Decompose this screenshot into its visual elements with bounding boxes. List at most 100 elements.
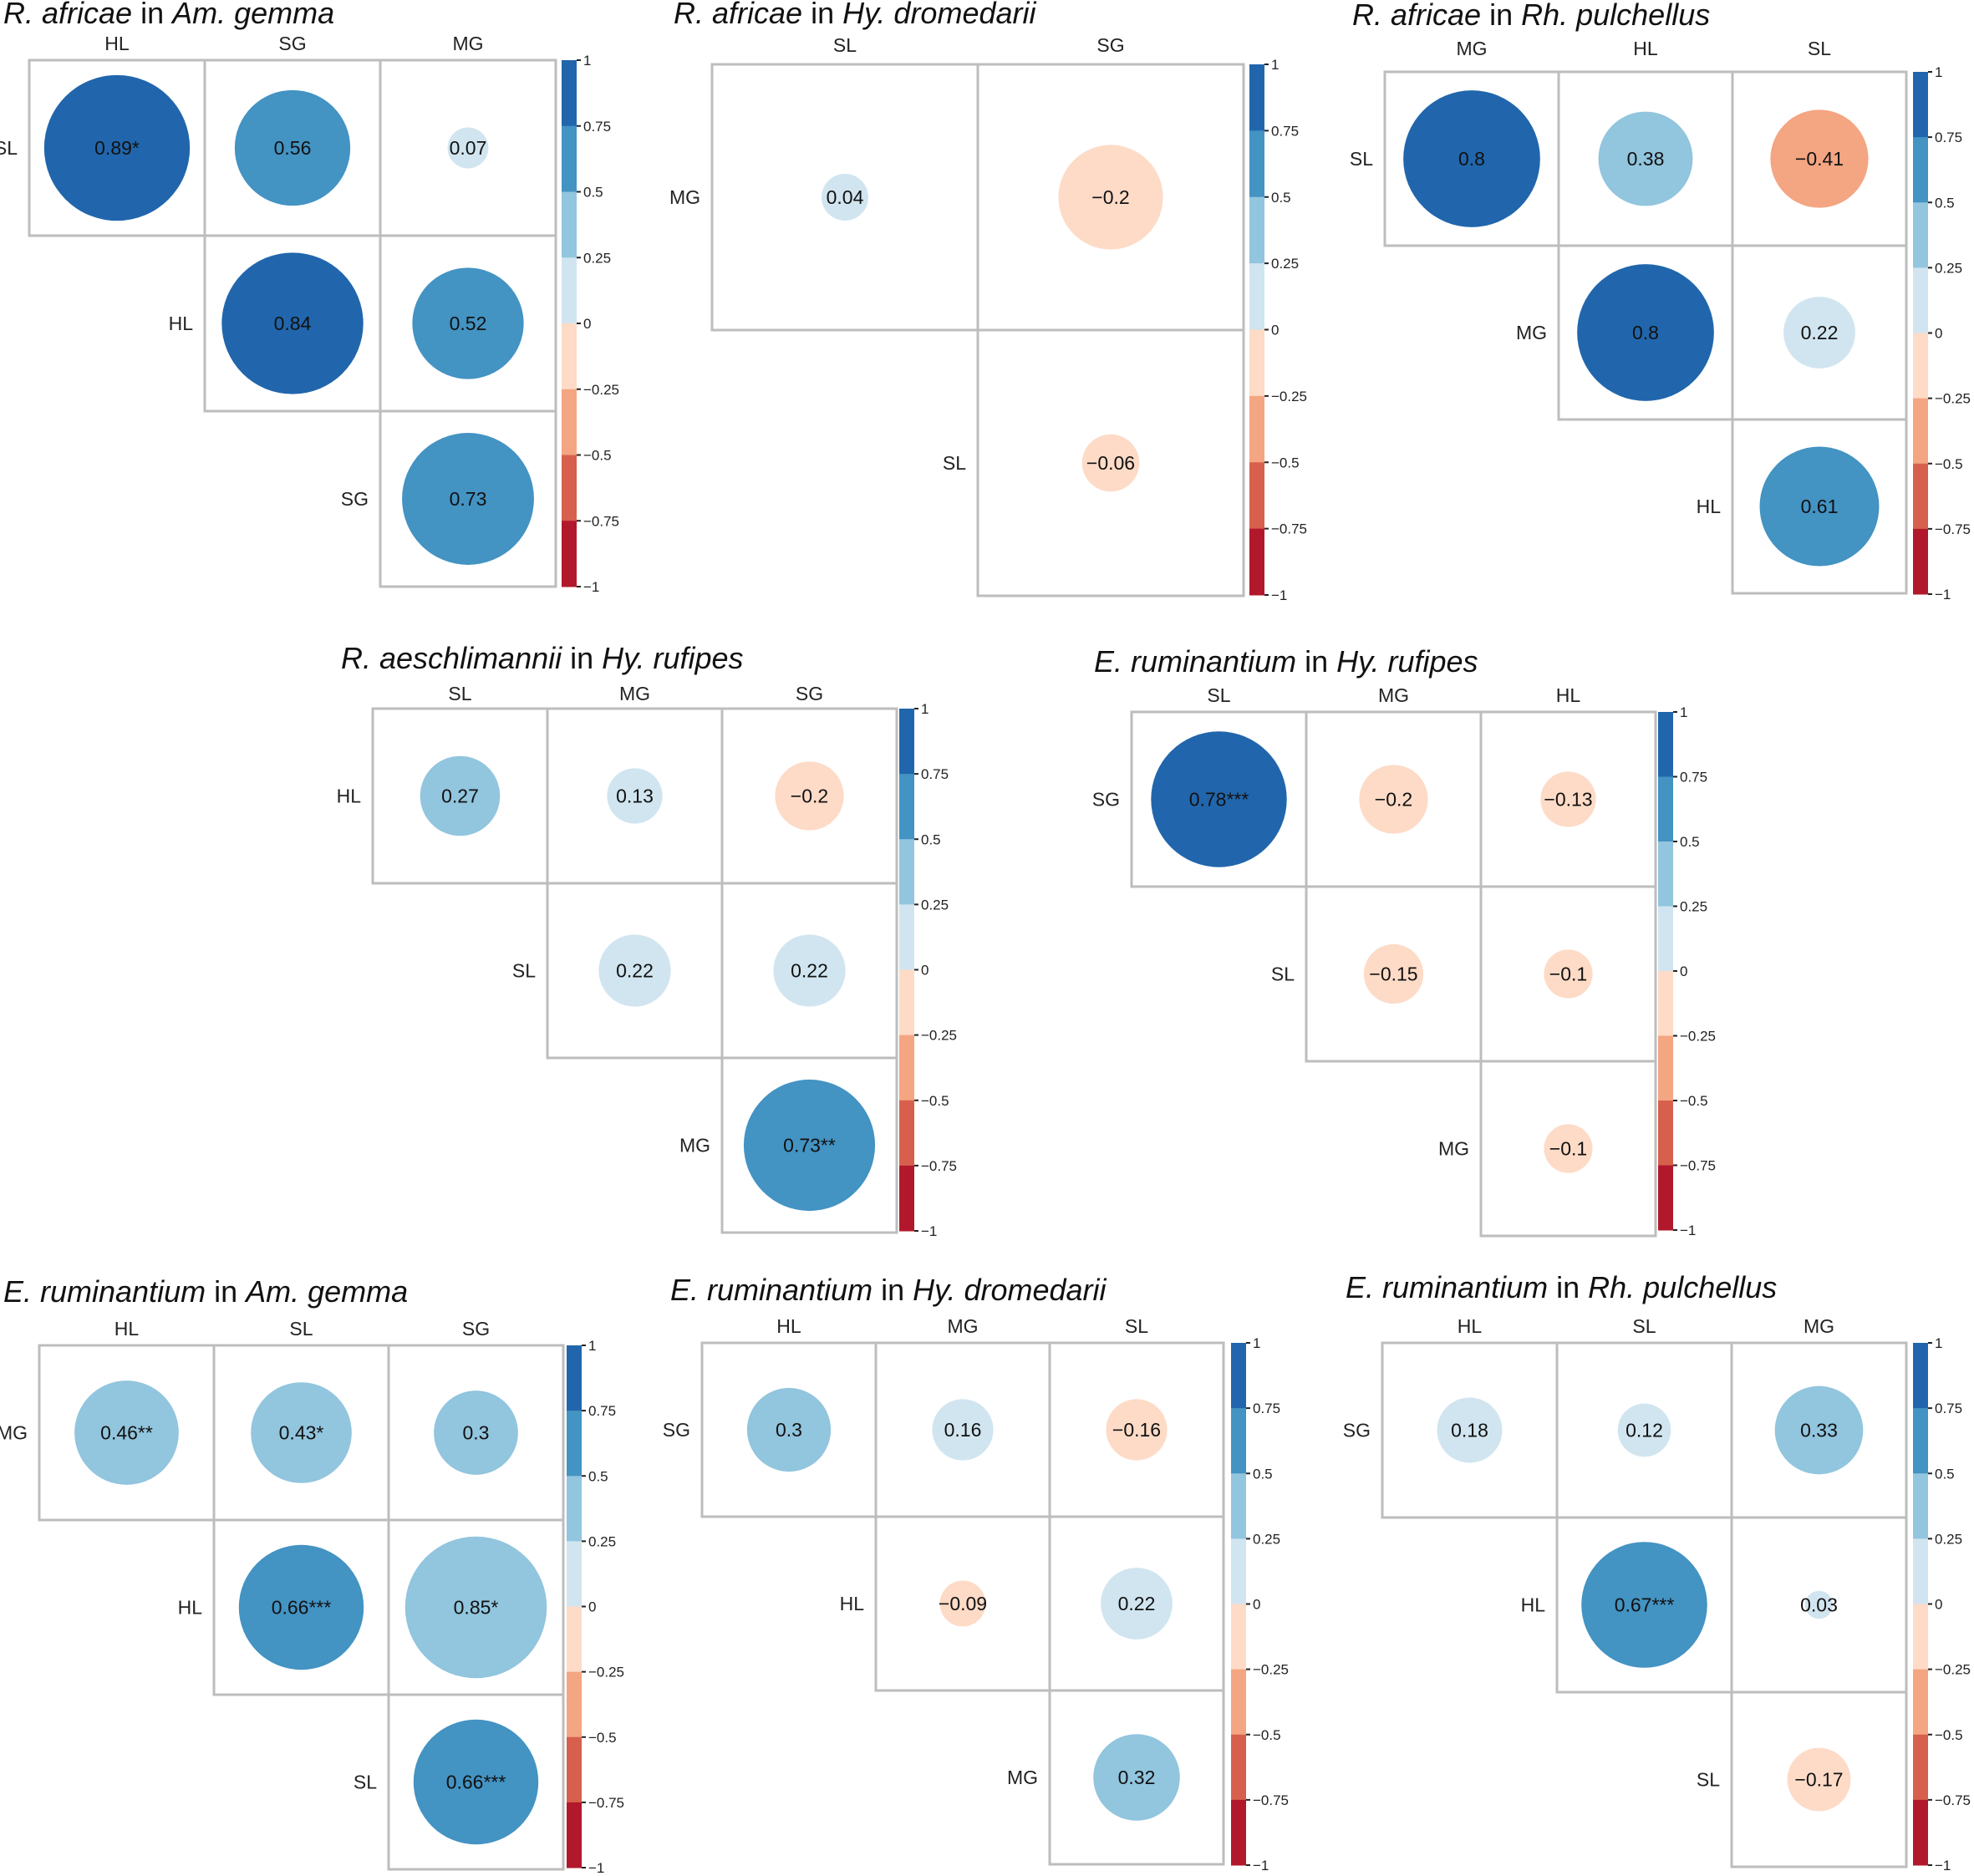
row-label: MG — [1516, 322, 1547, 343]
correlation-circle — [1081, 434, 1140, 492]
correlation-circle — [598, 934, 671, 1007]
correlation-value-label: −0.1 — [1549, 963, 1587, 985]
correlation-circle — [1577, 264, 1714, 401]
colorbar-tick-label: −0.25 — [1680, 1029, 1716, 1045]
panel-title: E. ruminantium in Am. gemma — [3, 1274, 408, 1309]
row-label: SL — [354, 1772, 377, 1793]
title-host: Rh. pulchellus — [1588, 1270, 1777, 1304]
colorbar-tick-label: −1 — [588, 1860, 604, 1876]
title-host: Hy. rufipes — [1336, 644, 1478, 679]
column-label: MG — [619, 683, 650, 704]
title-host: Am. gemma — [244, 1274, 408, 1309]
title-connector: in — [1481, 0, 1521, 32]
colorbar-segment — [1913, 72, 1928, 138]
correlation-circle — [1363, 943, 1424, 1004]
correlation-circle — [1359, 765, 1428, 834]
colorbar-tick-label: 1 — [1271, 57, 1279, 73]
grid-cell — [976, 328, 1245, 597]
correlation-circle — [420, 755, 501, 836]
title-pathogen: R. africae — [3, 0, 132, 30]
row-label: MG — [1438, 1138, 1469, 1160]
colorbar-tick-label: −0.75 — [588, 1795, 624, 1811]
column-label: SL — [289, 1318, 313, 1340]
colorbar-tick-label: −0.5 — [921, 1093, 949, 1109]
row-label: SG — [663, 1419, 690, 1441]
colorbar-tick-label: 0.25 — [921, 897, 949, 913]
title-host: Rh. pulchellus — [1521, 0, 1710, 32]
correlation-value-label: −0.16 — [1112, 1419, 1161, 1441]
colorbar-segment — [562, 521, 577, 587]
colorbar-segment — [1231, 1343, 1246, 1409]
colorbar-segment — [1913, 398, 1928, 465]
colorbar-segment — [567, 1606, 582, 1673]
colorbar-segment — [567, 1802, 582, 1868]
correlation-value-label: 0.56 — [274, 137, 312, 159]
colorbar-tick-label: 0.5 — [1935, 1466, 1955, 1482]
correlation-circle — [1770, 109, 1869, 208]
row-label: HL — [1521, 1594, 1546, 1616]
row-label: HL — [1697, 496, 1722, 517]
column-label: MG — [1378, 684, 1409, 706]
correlation-value-label: 0.85* — [454, 1597, 499, 1619]
correlation-circle — [1774, 1385, 1864, 1475]
row-label: MG — [0, 1422, 28, 1444]
correlation-value-label: 0.73 — [450, 488, 487, 510]
colorbar-segment — [899, 1035, 914, 1101]
colorbar-segment — [1249, 263, 1264, 330]
colorbar-tick-label: 0 — [588, 1599, 596, 1615]
colorbar-tick-label: −0.5 — [1935, 1727, 1963, 1743]
colorbar-tick-label: −1 — [921, 1223, 937, 1239]
correlation-value-label: 0.33 — [1800, 1420, 1838, 1441]
correlation-circle — [234, 89, 351, 206]
colorbar-segment — [567, 1671, 582, 1738]
corr-panel: E. ruminantium in Am. gemma HL SL SG MG HL SL 0… — [0, 1274, 624, 1876]
column-label: SG — [796, 683, 823, 704]
colorbar-tick-label: 0 — [1271, 323, 1279, 338]
column-label: SL — [833, 34, 857, 56]
correlation-value-label: −0.17 — [1794, 1769, 1843, 1791]
colorbar-tick-label: −0.25 — [1271, 389, 1307, 404]
panel-title: R. aeschlimannii in Hy. rufipes — [341, 641, 744, 675]
row-label: HL — [840, 1593, 865, 1614]
colorbar-segment — [1913, 528, 1928, 595]
colorbar-tick-label: 0 — [1253, 1597, 1260, 1613]
colorbar-tick-label: −0.5 — [1680, 1093, 1708, 1109]
correlation-value-label: 0.89* — [94, 137, 140, 159]
title-pathogen: R. africae — [674, 0, 802, 30]
row-label: SL — [1350, 148, 1373, 170]
panel-title: E. ruminantium in Rh. pulchellus — [1346, 1270, 1777, 1304]
colorbar-segment — [899, 839, 914, 905]
colorbar-segment — [562, 389, 577, 455]
colorbar-segment — [1249, 395, 1264, 463]
colorbar-segment — [562, 191, 577, 258]
row-label: SG — [1092, 789, 1120, 811]
title-host: Hy. rufipes — [602, 641, 743, 675]
colorbar-segment — [1913, 202, 1928, 268]
title-connector: in — [1548, 1270, 1588, 1304]
row-label: HL — [337, 785, 362, 807]
correlation-value-label: −0.2 — [791, 785, 828, 807]
colorbar-segment — [1231, 1669, 1246, 1736]
colorbar-tick-label: 1 — [583, 53, 591, 69]
correlation-circle — [932, 1399, 994, 1461]
title-pathogen: E. ruminantium — [670, 1273, 873, 1307]
colorbar-tick-label: −1 — [1253, 1858, 1269, 1873]
title-connector: in — [873, 1273, 913, 1307]
panel-title: E. ruminantium in Hy. dromedarii — [670, 1273, 1107, 1307]
correlation-value-label: 0.38 — [1627, 148, 1665, 170]
colorbar-tick-label: 0.5 — [1935, 195, 1955, 211]
colorbar-segment — [1913, 1343, 1928, 1409]
colorbar-segment — [1658, 1101, 1673, 1166]
colorbar-segment — [1658, 841, 1673, 907]
colorbar-tick-label: 0.75 — [1680, 770, 1707, 785]
correlation-circle — [402, 433, 534, 565]
colorbar-tick-label: −0.75 — [583, 513, 619, 529]
column-label: SG — [1096, 34, 1124, 56]
colorbar-tick-label: 0.25 — [1935, 1531, 1962, 1547]
panel-title: R. africae in Hy. dromedarii — [674, 0, 1036, 30]
correlation-circle — [221, 252, 364, 394]
correlation-circle — [743, 1079, 876, 1212]
colorbar-tick-label: 0.25 — [1680, 899, 1707, 915]
grid-cell — [1730, 1690, 1908, 1868]
